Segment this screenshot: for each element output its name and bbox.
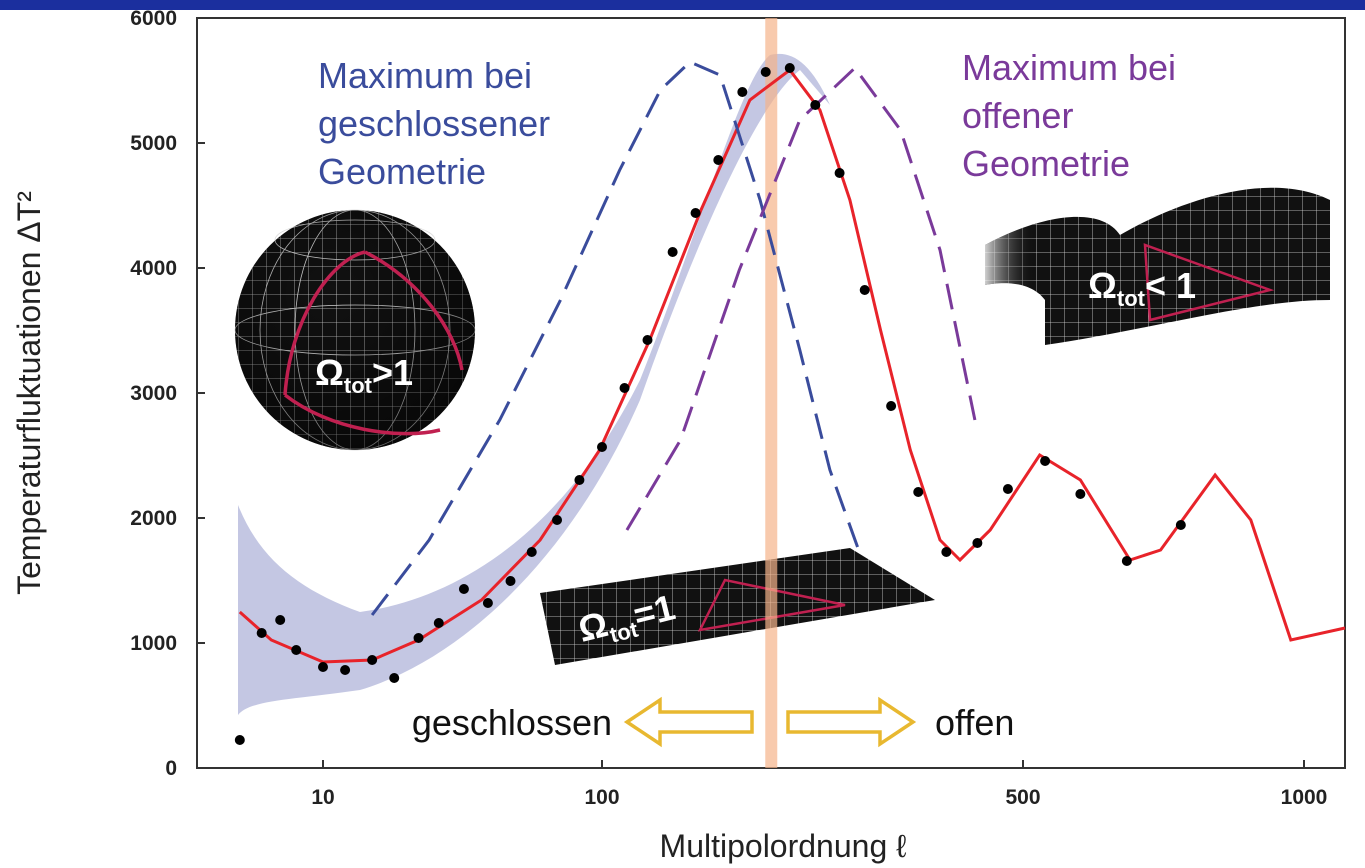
x-tick-label: 500 xyxy=(1005,786,1040,809)
data-point xyxy=(737,87,747,97)
data-point xyxy=(340,665,350,675)
data-point xyxy=(835,168,845,178)
data-point xyxy=(434,618,444,628)
data-point xyxy=(668,247,678,257)
x-tick-label: 100 xyxy=(584,786,619,809)
annotation: geschlossen xyxy=(412,702,612,743)
x-axis-label: Multipolordnung ℓ xyxy=(660,828,907,864)
data-point xyxy=(713,155,723,165)
label-sub: tot xyxy=(344,373,373,398)
annotation: offener xyxy=(962,95,1073,136)
data-point xyxy=(1176,520,1186,530)
label-symbol: Ω xyxy=(1088,265,1117,306)
data-point xyxy=(275,615,285,625)
data-point xyxy=(941,547,951,557)
x-tick-label: 1000 xyxy=(1281,786,1328,809)
data-point xyxy=(291,645,301,655)
data-point xyxy=(257,628,267,638)
y-tick-label: 1000 xyxy=(130,632,177,655)
data-point xyxy=(235,735,245,745)
data-point xyxy=(367,655,377,665)
data-point xyxy=(620,383,630,393)
data-point xyxy=(506,576,516,586)
data-point xyxy=(1122,556,1132,566)
x-tick-label: 10 xyxy=(311,786,334,809)
data-point xyxy=(691,208,701,218)
data-point xyxy=(860,285,870,295)
data-point xyxy=(886,401,896,411)
y-tick-label: 5000 xyxy=(130,132,177,155)
data-point xyxy=(1075,489,1085,499)
label-rel: >1 xyxy=(372,352,413,393)
data-point xyxy=(913,487,923,497)
label-sub: tot xyxy=(1117,286,1146,311)
data-point xyxy=(785,63,795,73)
data-point xyxy=(389,673,399,683)
highlight-line xyxy=(765,18,777,768)
data-point xyxy=(810,100,820,110)
data-point xyxy=(1040,456,1050,466)
label-rel: < 1 xyxy=(1145,265,1196,306)
dashed-curve xyxy=(627,68,975,530)
data-point xyxy=(643,335,653,345)
annotation: Geometrie xyxy=(318,151,486,192)
y-tick-label: 4000 xyxy=(130,257,177,280)
data-point xyxy=(1003,484,1013,494)
chart: Maximum bei geschlossener Geometrie Maxi… xyxy=(0,0,1365,868)
data-point xyxy=(972,538,982,548)
y-tick-label: 2000 xyxy=(130,507,177,530)
label-symbol: Ω xyxy=(315,352,344,393)
annotation: Maximum bei xyxy=(962,47,1176,88)
data-point xyxy=(574,475,584,485)
annotation: Maximum bei xyxy=(318,55,532,96)
annotation: offen xyxy=(935,702,1014,743)
top-bar xyxy=(0,0,1365,10)
y-tick-label: 0 xyxy=(165,757,177,780)
data-point xyxy=(459,584,469,594)
y-tick-label: 6000 xyxy=(130,7,177,30)
data-point xyxy=(527,547,537,557)
data-point xyxy=(761,67,771,77)
data-point xyxy=(597,442,607,452)
data-point xyxy=(483,598,493,608)
y-tick-label: 3000 xyxy=(130,382,177,405)
data-point xyxy=(552,515,562,525)
annotation: Geometrie xyxy=(962,143,1130,184)
y-axis-label: Temperaturfluktuationen ΔT² xyxy=(11,191,47,595)
data-point xyxy=(414,633,424,643)
sphere xyxy=(235,210,475,450)
annotation: geschlossener xyxy=(318,103,550,144)
data-point xyxy=(318,662,328,672)
